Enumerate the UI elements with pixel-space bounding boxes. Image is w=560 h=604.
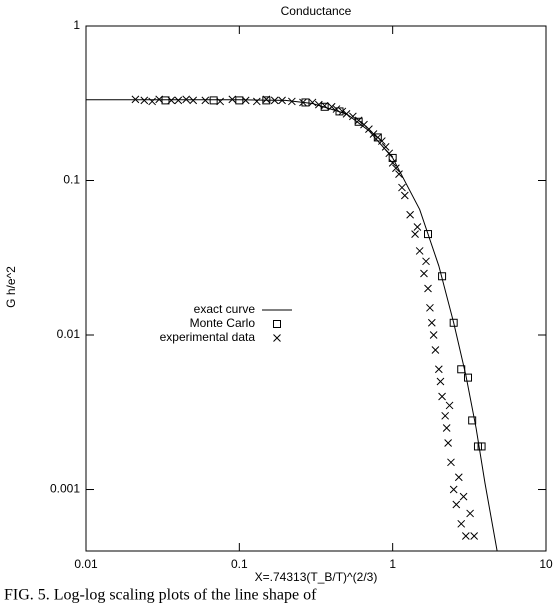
cross-marker	[429, 331, 438, 339]
cross-marker	[392, 164, 400, 173]
cross-marker	[436, 377, 445, 386]
square-marker	[235, 96, 244, 105]
legend-label: experimental data	[160, 330, 256, 344]
cross-marker	[140, 96, 149, 105]
square-marker	[424, 230, 433, 239]
cross-marker	[338, 107, 347, 116]
square-marker	[468, 416, 477, 425]
cross-marker	[182, 95, 191, 104]
x-tick-label: 0.1	[231, 557, 248, 571]
cross-marker	[148, 97, 156, 106]
cross-marker	[434, 365, 443, 374]
chart-title: Conductance	[281, 4, 352, 18]
cross-marker	[424, 284, 432, 293]
x-tick-label: 10	[539, 557, 553, 571]
legend-label: Monte Carlo	[190, 316, 256, 330]
square-marker	[301, 98, 310, 107]
cross-marker	[442, 424, 451, 432]
cross-marker	[395, 170, 403, 178]
x-tick-label: 1	[389, 557, 396, 571]
cross-marker	[420, 269, 428, 278]
cross-marker	[369, 130, 378, 138]
cross-marker	[342, 110, 351, 118]
cross-marker	[332, 105, 341, 113]
cross-marker	[216, 97, 225, 106]
cross-marker	[270, 96, 279, 105]
plot-frame	[85, 25, 547, 552]
y-axis-label: G h/e^2	[4, 266, 18, 308]
square-marker	[388, 153, 397, 162]
cross-marker	[444, 439, 452, 447]
cross-marker	[278, 96, 286, 105]
cross-marker	[447, 458, 455, 467]
cross-marker	[381, 143, 390, 151]
caption: FIG. 5. Log-log scaling plots of the lin…	[4, 587, 317, 604]
square-marker	[464, 373, 473, 382]
square-marker	[262, 96, 271, 105]
square-marker	[457, 365, 466, 374]
square-marker	[161, 96, 170, 105]
cross-marker	[422, 257, 430, 266]
cross-marker	[167, 96, 176, 105]
legend-swatch	[273, 334, 281, 342]
cross-marker	[388, 159, 397, 167]
cross-marker	[411, 230, 419, 238]
legend-swatch	[273, 320, 281, 328]
cross-marker	[461, 532, 470, 540]
cross-marker	[452, 500, 461, 509]
exact-curve	[86, 99, 498, 551]
cross-marker	[131, 95, 140, 104]
cross-marker	[415, 247, 424, 255]
cross-marker	[262, 95, 271, 104]
x-tick-label: 0.01	[74, 557, 98, 571]
cross-marker	[252, 97, 261, 106]
cross-marker	[308, 98, 317, 107]
cross-marker	[155, 95, 164, 104]
cross-marker	[299, 98, 307, 107]
square-marker	[354, 117, 363, 126]
square-marker	[373, 133, 382, 142]
cross-marker	[457, 519, 466, 528]
x-axis-label: X=.74313(T_B/T)^(2/3)	[255, 570, 378, 584]
cross-marker	[441, 411, 450, 420]
cross-marker	[454, 473, 463, 482]
cross-marker	[431, 346, 440, 354]
cross-marker	[427, 318, 436, 327]
cross-marker	[466, 509, 474, 518]
square-marker	[209, 96, 218, 105]
cross-marker	[413, 223, 422, 231]
cross-marker	[398, 183, 406, 192]
cross-marker	[189, 96, 198, 105]
cross-marker	[438, 392, 446, 401]
cross-marker	[426, 303, 434, 312]
cross-marker	[320, 101, 329, 110]
square-marker	[449, 318, 458, 327]
y-tick-label: 1	[73, 18, 80, 32]
cross-marker	[445, 401, 454, 410]
square-marker	[438, 272, 447, 281]
cross-marker	[400, 191, 409, 200]
y-tick-label: 0.01	[57, 327, 81, 341]
y-tick-label: 0.001	[50, 482, 80, 496]
cross-marker	[349, 112, 357, 121]
cross-marker	[228, 95, 237, 104]
cross-marker	[327, 102, 336, 111]
cross-marker	[377, 137, 386, 145]
cross-marker	[470, 532, 479, 540]
cross-marker	[287, 97, 296, 106]
cross-marker	[241, 96, 250, 105]
cross-marker	[201, 96, 210, 105]
cross-marker	[406, 210, 414, 219]
cross-marker	[354, 116, 363, 125]
legend-label: exact curve	[194, 302, 256, 316]
cross-marker	[174, 96, 183, 105]
cross-marker	[459, 492, 468, 501]
y-tick-label: 0.1	[63, 173, 80, 187]
cross-marker	[449, 485, 458, 494]
cross-marker	[385, 149, 394, 158]
square-marker	[477, 442, 486, 451]
